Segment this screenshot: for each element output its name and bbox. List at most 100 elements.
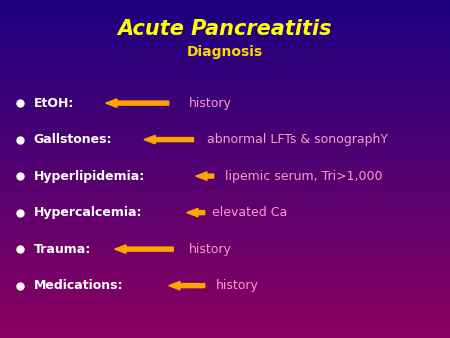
Bar [0,277,450,279]
Bar [0,48,450,49]
Bar [0,95,450,96]
Bar [0,181,450,182]
Bar [0,306,450,308]
Text: Gallstones:: Gallstones: [34,133,112,146]
Bar [0,159,450,160]
Bar [0,236,450,238]
Bar [0,134,450,135]
Bar [0,99,450,100]
Bar [0,139,450,140]
Bar [0,214,450,215]
Bar [0,173,450,174]
Bar [0,83,450,84]
Bar [0,147,450,148]
Bar [0,140,450,141]
Bar [0,5,450,7]
Bar [0,260,450,261]
Bar [0,166,450,168]
Bar [0,50,450,51]
Bar [0,24,450,25]
Bar [0,131,450,132]
Bar [0,62,450,64]
Bar [0,53,450,54]
FancyArrow shape [106,99,169,107]
Bar [0,290,450,292]
Bar [0,1,450,3]
Bar [0,156,450,157]
Bar [0,136,450,137]
Bar [0,227,450,228]
Bar [0,184,450,185]
Bar [0,73,450,74]
Bar [0,38,450,40]
Bar [0,321,450,322]
Bar [0,20,450,21]
Bar [0,326,450,328]
Bar [0,194,450,195]
Bar [0,150,450,152]
Bar [0,153,450,154]
Bar [0,217,450,218]
Bar [0,263,450,264]
Text: Diagnosis: Diagnosis [187,45,263,59]
Text: Trauma:: Trauma: [34,243,91,256]
Bar [0,248,450,249]
Bar [0,116,450,118]
Bar [0,91,450,92]
Bar [0,98,450,99]
Bar [0,41,450,42]
Bar [0,223,450,224]
Bar [0,331,450,333]
Bar [0,284,450,285]
Bar [0,337,450,338]
Bar [0,209,450,210]
Bar [0,294,450,296]
Bar [0,45,450,46]
Bar [0,86,450,87]
Bar [0,268,450,269]
Bar [0,78,450,79]
Bar [0,94,450,95]
Bar [0,165,450,166]
Bar [0,247,450,248]
Bar [0,66,450,67]
Bar [0,19,450,20]
FancyArrow shape [144,136,194,144]
Bar [0,149,450,150]
Bar [0,157,450,159]
Text: Hypercalcemia:: Hypercalcemia: [34,206,142,219]
Bar [0,281,450,283]
Bar [0,269,450,271]
Bar [0,121,450,123]
Bar [0,111,450,112]
Bar [0,289,450,290]
Bar [0,129,450,131]
Text: Acute Pancreatitis: Acute Pancreatitis [118,19,332,39]
Bar [0,108,450,110]
Bar [0,178,450,179]
Bar [0,75,450,77]
Bar [0,25,450,26]
Bar [0,154,450,156]
Bar [0,30,450,32]
Bar [0,239,450,240]
Text: elevated Ca: elevated Ca [212,206,287,219]
Bar [0,135,450,136]
Bar [0,330,450,331]
Bar [0,314,450,316]
Bar [0,201,450,202]
Bar [0,112,450,114]
Bar [0,292,450,293]
Bar [0,267,450,268]
Bar [0,123,450,124]
Bar [0,251,450,252]
Bar [0,46,450,48]
Bar [0,255,450,256]
Bar [0,293,450,294]
Bar [0,132,450,134]
Bar [0,298,450,300]
Bar [0,174,450,176]
Bar [0,168,450,169]
Bar [0,74,450,75]
Bar [0,276,450,277]
